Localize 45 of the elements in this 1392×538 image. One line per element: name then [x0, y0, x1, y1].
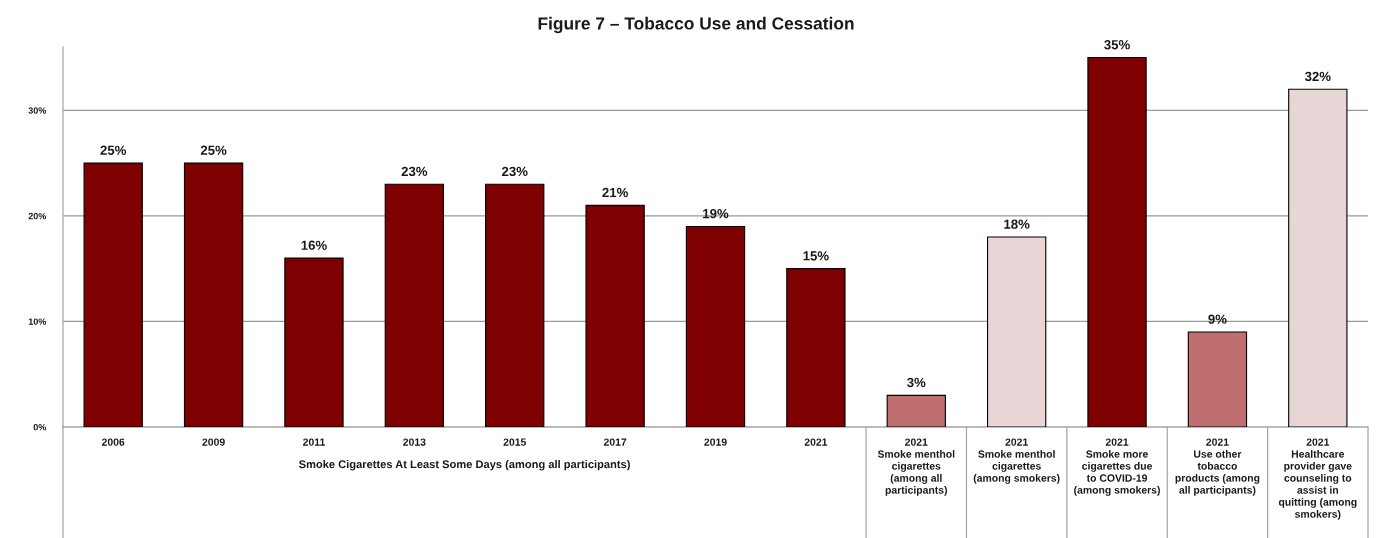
bar	[83, 162, 143, 427]
data-label: 16%	[301, 240, 327, 250]
data-label: 23%	[401, 166, 428, 177]
bar	[1087, 57, 1147, 427]
y-tick-label: 30%	[28, 107, 47, 114]
bar	[183, 162, 244, 427]
x-tick-label: 2019	[704, 438, 727, 446]
y-tick-label: 10%	[28, 318, 47, 325]
x-tick-label: 2011	[303, 438, 325, 446]
y-tick-label: 0%	[33, 423, 47, 431]
data-label: 21%	[602, 187, 628, 198]
data-label: 25%	[200, 145, 227, 155]
x-tick-label: 2021 Use other tobacco products (among all participants)	[1175, 438, 1260, 496]
data-label: 23%	[501, 166, 528, 177]
bar	[1187, 331, 1248, 427]
y-tick-label: 20%	[28, 212, 47, 220]
bar	[685, 225, 746, 427]
data-label: 3%	[907, 377, 926, 388]
bar	[485, 183, 545, 427]
bar	[384, 183, 445, 427]
bar	[886, 394, 946, 427]
data-label: 15%	[803, 251, 829, 261]
data-label: 19%	[703, 208, 729, 219]
text: Smoke Cigarettes At Least Some Days (among all participants)	[298, 460, 630, 471]
x-tick-label: 2021 Smoke menthol cigarettes (among all participants)	[877, 438, 955, 496]
bar	[786, 268, 846, 427]
data-label: 25%	[100, 145, 127, 155]
bar	[585, 204, 645, 427]
data-label: 18%	[1004, 219, 1030, 229]
bar	[986, 236, 1047, 427]
x-tick-label: 2015	[503, 438, 527, 446]
x-tick-label: 2006	[101, 438, 125, 446]
x-tick-label: 2013	[403, 438, 426, 446]
chart-title: Figure 7 – Tobacco Use and Cessation	[538, 16, 854, 34]
data-label: 9%	[1208, 314, 1227, 324]
x-tick-label: 2021 Smoke more cigarettes due to COVID-19 (among smokers)	[1074, 438, 1160, 496]
data-label: 35%	[1104, 40, 1130, 50]
x-tick-label: 2009	[202, 438, 225, 446]
x-tick-label: 2021 Smoke menthol cigarettes (among smokers)	[973, 438, 1060, 484]
x-tick-label: 2021	[804, 438, 828, 446]
bar	[1288, 88, 1348, 427]
x-tick-label: 2017	[603, 438, 627, 446]
bar	[284, 257, 344, 427]
x-tick-label: 2021 Healthcare provider gave counseling to assist in quitting (among smokers)	[1278, 438, 1357, 520]
data-label: 32%	[1304, 71, 1331, 82]
